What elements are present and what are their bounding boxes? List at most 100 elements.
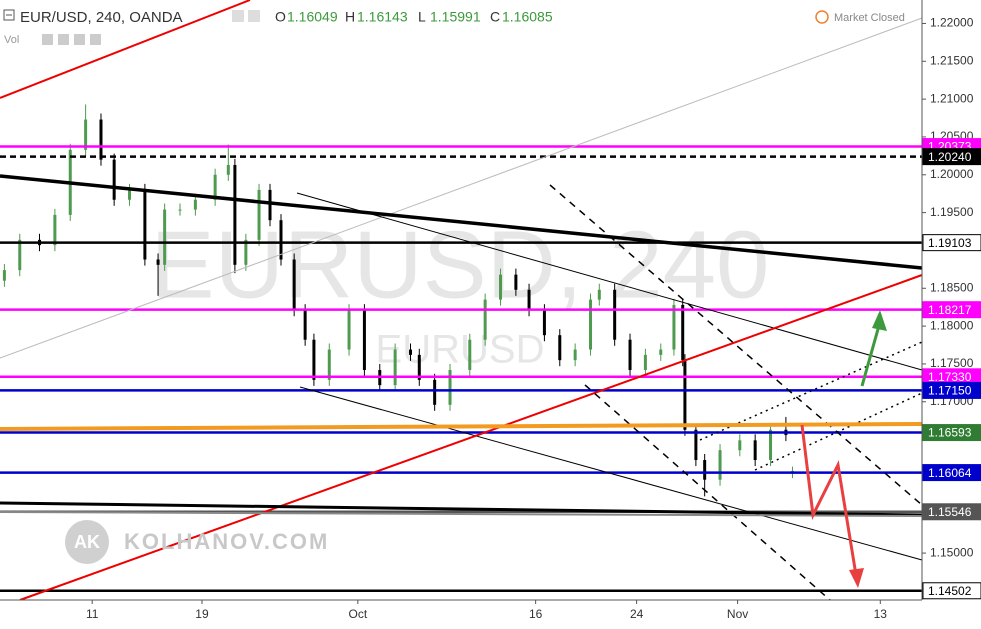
x-tick-label: 19: [195, 607, 209, 621]
ohlc-letter: L: [418, 9, 426, 25]
candle-body: [257, 189, 261, 240]
ohlc-letter: H: [345, 9, 355, 25]
level-label: 1.18217: [928, 303, 972, 317]
level-label: 1.17150: [928, 384, 972, 398]
channel-line: [299, 386, 923, 561]
candle-body: [694, 429, 698, 461]
trend-line: [0, 174, 923, 270]
y-tick-label: 1.18000: [930, 318, 974, 332]
candle-body: [213, 174, 217, 200]
candle-body: [244, 239, 248, 265]
ohlc-letter: O: [275, 9, 286, 25]
down-arrow-head: [849, 568, 864, 588]
candle-body: [753, 440, 757, 461]
candle-body: [268, 189, 272, 221]
trend-line: [0, 511, 923, 517]
y-tick-label: 1.19500: [930, 205, 974, 219]
candle-body: [327, 349, 331, 380]
candle-body: [643, 354, 647, 370]
watermark: EURUSD, 240: [151, 211, 770, 318]
trend-line: [19, 274, 923, 601]
candle-body: [303, 310, 307, 340]
candle-body: [613, 289, 617, 340]
candle-body: [417, 354, 421, 380]
x-tick-label: Nov: [727, 607, 748, 621]
y-tick-label: 1.15000: [930, 545, 974, 559]
candle-body: [483, 299, 487, 340]
settings-icon[interactable]: [232, 10, 244, 22]
dotted-line: [754, 392, 923, 471]
level-label: 1.17330: [928, 370, 972, 384]
candle-body: [659, 349, 663, 355]
candle-body: [769, 429, 773, 461]
candle-body: [683, 360, 687, 430]
level-label-box: [922, 464, 981, 482]
trend-line: [0, 501, 923, 517]
market-status: Market Closed: [834, 12, 905, 24]
indicator-icon[interactable]: [58, 34, 69, 45]
y-tick-label: 1.18500: [930, 280, 974, 294]
candle-body: [433, 379, 437, 405]
level-label-box: [922, 301, 981, 319]
candle-body: [112, 159, 116, 200]
candle-body: [279, 220, 283, 260]
candle-body: [409, 349, 413, 355]
candle-body: [393, 349, 397, 386]
candle-body: [589, 299, 593, 350]
axis-labels: 1.220001.215001.210001.205001.200001.195…: [86, 16, 981, 621]
candle-body: [163, 209, 167, 265]
candle-body: [53, 214, 57, 246]
candle-body: [672, 304, 676, 350]
dotted-line: [699, 341, 923, 441]
time-axis-bg: [0, 600, 981, 624]
candle-body: [18, 239, 22, 271]
settings-icon[interactable]: [248, 10, 260, 22]
candle-body: [226, 164, 230, 175]
level-label: 1.16593: [928, 426, 972, 440]
level-label-box: [922, 503, 981, 521]
level-label: 1.14502: [928, 584, 972, 598]
indicator-icon[interactable]: [42, 34, 53, 45]
candle-body: [597, 289, 601, 300]
indicator-icon[interactable]: [74, 34, 85, 45]
dashed-line: [584, 384, 831, 601]
dashed-line: [549, 184, 923, 506]
candle-body: [178, 209, 182, 211]
candle-body: [681, 304, 685, 361]
y-tick-label: 1.21000: [930, 91, 974, 105]
y-tick-label: 1.21500: [930, 53, 974, 67]
candle-body: [2, 270, 6, 281]
candle-body: [558, 335, 562, 361]
candle-body: [84, 119, 88, 150]
ohlc-readout: O 1.16049 H 1.16143 L 1.15991 C 1.16085: [275, 9, 553, 25]
candle-body: [448, 369, 452, 405]
y-tick-label: 1.17500: [930, 356, 974, 370]
candle-body: [143, 189, 147, 260]
candle-body: [292, 259, 296, 311]
y-tick-label: 1.20000: [930, 167, 974, 181]
x-tick-label: 13: [874, 607, 888, 621]
level-label-box: [922, 148, 981, 166]
logo-circle: [65, 520, 109, 564]
candle-body: [628, 339, 632, 370]
candle-body: [312, 339, 316, 380]
level-label: 1.20240: [928, 150, 972, 164]
drawings: [0, 0, 923, 601]
indicator-label: Vol: [4, 34, 19, 46]
channel-line: [296, 192, 923, 371]
collapse-icon[interactable]: [3, 9, 15, 21]
indicator-icon[interactable]: [90, 34, 101, 45]
candle-body: [718, 450, 722, 480]
logo-text: KOLHANOV.COM: [124, 529, 329, 554]
level-label-box: [922, 381, 981, 399]
candles: [0, 104, 922, 593]
candle-body: [703, 460, 707, 480]
watermark-sub: EURUSD: [376, 328, 545, 372]
candle-body: [99, 119, 103, 160]
support-line: [0, 422, 923, 431]
trend-line: [0, 0, 251, 99]
candle-body: [542, 310, 546, 336]
x-tick-label: 11: [86, 607, 99, 621]
y-tick-label: 1.22000: [930, 16, 974, 30]
